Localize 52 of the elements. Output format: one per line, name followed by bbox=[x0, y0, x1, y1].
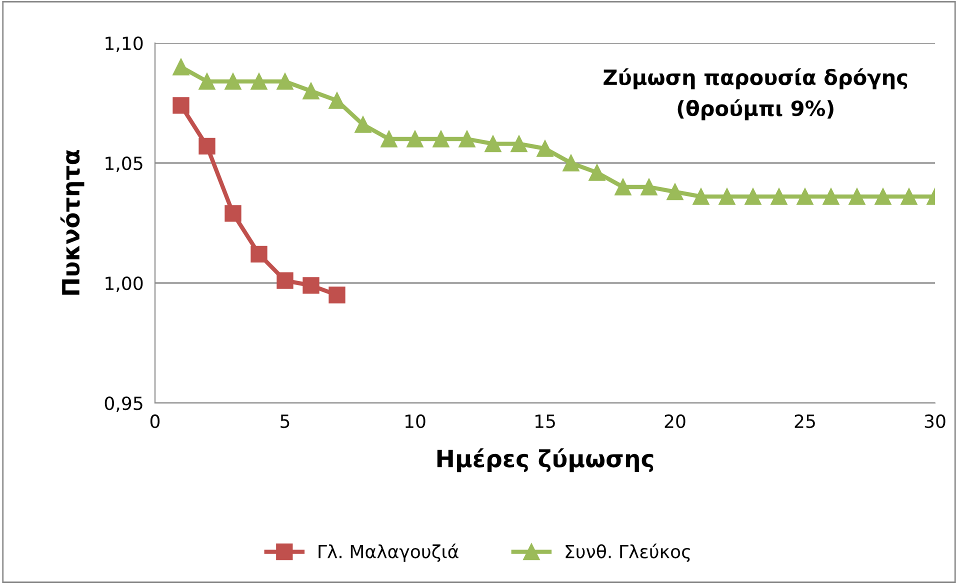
y-axis-title: Πυκνότητα bbox=[60, 150, 84, 295]
y-tick-label: 1,05 bbox=[106, 156, 142, 172]
point bbox=[458, 130, 476, 148]
point bbox=[224, 205, 242, 222]
annotation: Ζύμωση παρουσία δρόγης (θρούμπι 9%) bbox=[604, 68, 908, 120]
point bbox=[666, 183, 684, 200]
x-tick-label: 5 bbox=[280, 414, 290, 428]
point bbox=[692, 188, 710, 205]
point bbox=[250, 246, 268, 263]
point bbox=[536, 140, 554, 157]
point bbox=[276, 272, 294, 289]
x-axis-title: Ημέρες ζύμωσης bbox=[437, 448, 654, 472]
point bbox=[588, 164, 606, 181]
x-tick-label: 30 bbox=[924, 414, 946, 428]
x-tick-label: 10 bbox=[405, 414, 426, 428]
point bbox=[224, 73, 242, 90]
point bbox=[874, 188, 892, 205]
y-tick-label: 1,00 bbox=[106, 276, 143, 292]
point bbox=[848, 188, 866, 205]
x-tick-label: 25 bbox=[794, 414, 815, 428]
x-tick-label: 20 bbox=[664, 414, 686, 428]
point bbox=[744, 188, 762, 205]
point bbox=[276, 73, 294, 90]
point bbox=[198, 138, 216, 155]
legend-label: Συνθ. Γλεύκος bbox=[566, 544, 690, 562]
point bbox=[796, 188, 814, 205]
point bbox=[822, 188, 840, 205]
point bbox=[484, 135, 502, 152]
point bbox=[562, 154, 580, 172]
point bbox=[328, 286, 346, 304]
point bbox=[770, 188, 788, 205]
point bbox=[198, 73, 216, 90]
legend-label: Γλ. Μαλαγουζιά bbox=[318, 544, 458, 562]
y-tick-label: 0,95 bbox=[104, 396, 142, 412]
point bbox=[640, 178, 658, 196]
point bbox=[172, 97, 190, 114]
point bbox=[328, 92, 346, 109]
point bbox=[718, 188, 736, 205]
x-tick-label: 15 bbox=[535, 414, 555, 428]
point bbox=[432, 130, 450, 148]
x-tick-label: 0 bbox=[150, 414, 160, 428]
point bbox=[406, 130, 424, 148]
point bbox=[614, 178, 632, 196]
point bbox=[302, 82, 320, 100]
point bbox=[380, 130, 398, 148]
point bbox=[354, 116, 372, 133]
point bbox=[250, 73, 268, 90]
point bbox=[302, 277, 320, 294]
point bbox=[900, 188, 918, 205]
point bbox=[510, 135, 528, 152]
point bbox=[172, 58, 190, 76]
y-tick-label: 1,10 bbox=[106, 36, 143, 52]
